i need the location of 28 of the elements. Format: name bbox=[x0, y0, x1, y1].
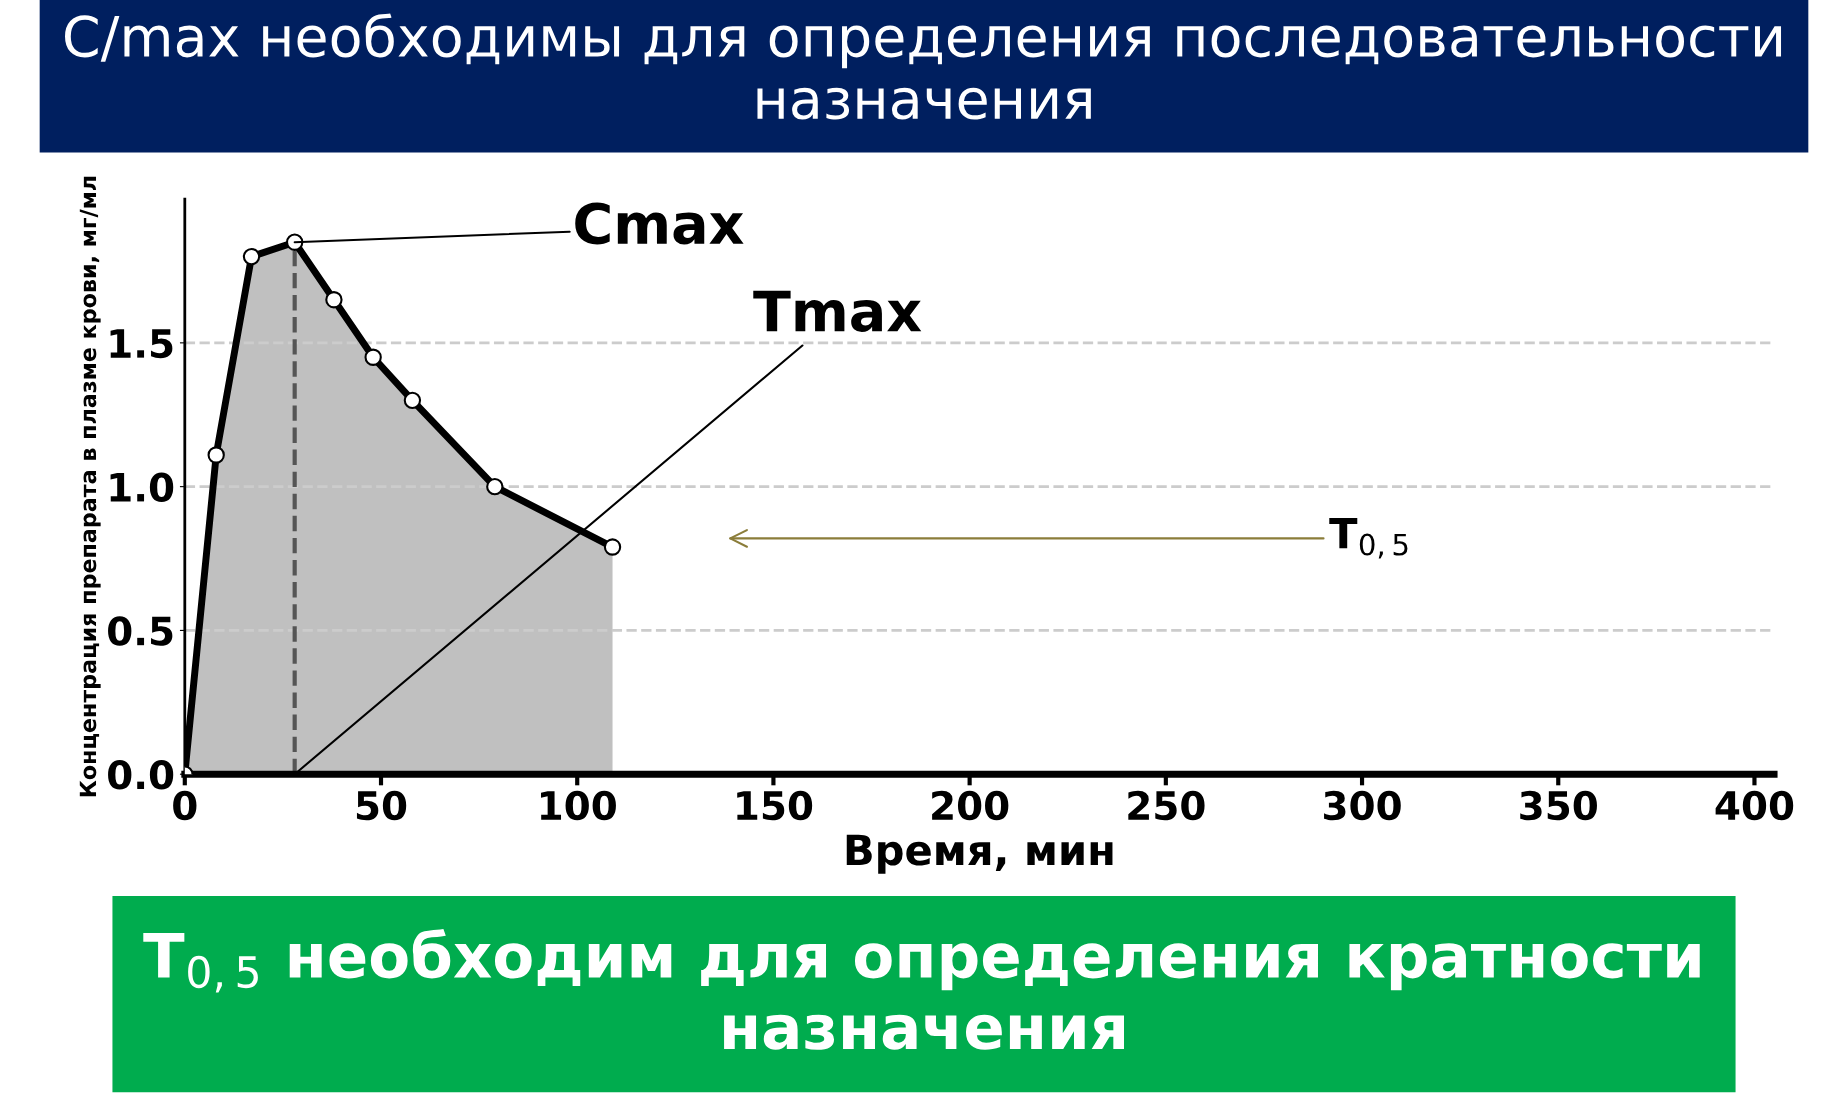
annotation: T$_{0,5}$ bbox=[1329, 517, 1408, 559]
point bbox=[286, 233, 304, 251]
y-axis-title: Концентрация препарата в плазме крови, мг/мл bbox=[79, 176, 101, 797]
x-tick-label: 250 bbox=[1128, 790, 1205, 821]
x-tick-label: 300 bbox=[1324, 790, 1401, 821]
x-tick-label: 400 bbox=[1715, 790, 1794, 821]
y-tick-label: 0.0 bbox=[108, 760, 174, 790]
point bbox=[486, 477, 504, 496]
point bbox=[364, 348, 382, 366]
x-tick-label: 100 bbox=[541, 790, 616, 821]
y-tick-label: 0.5 bbox=[108, 616, 173, 646]
chart-title: C/max необходимы для определения последовательности назначения bbox=[65, 13, 1782, 120]
point bbox=[207, 446, 225, 464]
annotation: Tmax bbox=[753, 290, 922, 332]
x-axis-title: Время, мин bbox=[846, 834, 1113, 874]
point bbox=[242, 247, 261, 266]
point bbox=[325, 291, 343, 309]
point bbox=[603, 538, 622, 556]
x-tick-label: 50 bbox=[356, 790, 407, 821]
x-tick-label: 200 bbox=[932, 790, 1009, 821]
y-tick-label: 1.5 bbox=[110, 329, 173, 359]
text: T$_{0,5}$ необходим для определения кратности назначения bbox=[143, 929, 1700, 1050]
y-tick-label: 1.0 bbox=[110, 472, 174, 502]
point bbox=[403, 391, 422, 410]
x-tick-label: 0 bbox=[173, 790, 197, 821]
x-tick-label: 150 bbox=[737, 790, 813, 821]
annotation: Cmax bbox=[575, 202, 744, 245]
x-tick-label: 350 bbox=[1520, 790, 1597, 821]
